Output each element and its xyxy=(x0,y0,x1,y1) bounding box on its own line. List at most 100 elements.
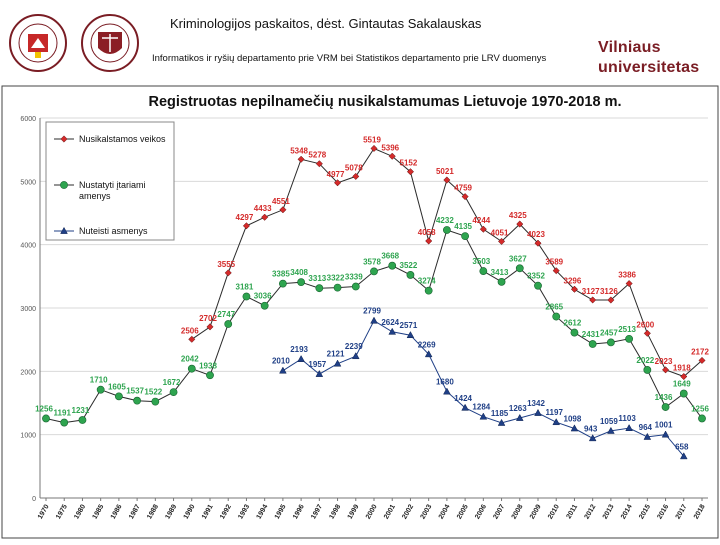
legend-label: Nusikalstamos veikos xyxy=(79,134,166,144)
data-label: 2121 xyxy=(327,350,345,359)
data-point xyxy=(206,371,214,380)
data-point xyxy=(515,413,524,421)
data-label: 2023 xyxy=(655,357,673,366)
data-label: 1263 xyxy=(509,404,527,413)
y-tick-label: 4000 xyxy=(20,243,36,250)
data-point xyxy=(443,176,451,184)
data-label: 1680 xyxy=(436,378,454,387)
data-point xyxy=(643,432,652,440)
y-tick-label: 1000 xyxy=(20,433,36,440)
data-point xyxy=(515,264,524,273)
data-point xyxy=(607,296,615,304)
slide-header: Kriminologijos paskaitos, dėst. Gintauta… xyxy=(0,0,720,84)
data-label: 4759 xyxy=(454,184,472,193)
data-point xyxy=(570,424,579,432)
data-label: 2865 xyxy=(545,303,563,312)
data-label: 1001 xyxy=(655,421,673,430)
data-point xyxy=(589,296,597,304)
data-point xyxy=(133,396,142,405)
data-label: 1710 xyxy=(90,376,108,385)
data-label: 2702 xyxy=(199,314,217,323)
data-label: 1342 xyxy=(527,399,545,408)
data-point xyxy=(498,237,506,245)
y-tick-label: 6000 xyxy=(20,116,36,123)
data-label: 3413 xyxy=(491,268,509,277)
data-label: 5278 xyxy=(308,151,326,160)
data-point xyxy=(588,434,597,442)
data-label: 2571 xyxy=(400,321,418,330)
chart-title: Registruotas nepilnamečių nusikalstamuma… xyxy=(148,94,621,110)
data-label: 658 xyxy=(675,442,689,451)
data-point xyxy=(643,366,652,374)
data-label: 1424 xyxy=(454,394,472,403)
data-point xyxy=(552,312,561,321)
data-point xyxy=(698,414,706,423)
data-point xyxy=(333,359,342,367)
data-point xyxy=(42,414,50,423)
data-point xyxy=(169,388,178,397)
data-label: 2239 xyxy=(345,342,363,351)
data-point xyxy=(461,193,469,201)
legend-marker xyxy=(60,135,68,143)
data-point xyxy=(279,366,287,374)
data-point xyxy=(661,403,670,411)
data-point xyxy=(461,403,469,411)
data-point xyxy=(461,232,470,241)
data-label: 4232 xyxy=(436,216,454,225)
y-tick-label: 2000 xyxy=(20,369,36,376)
data-point xyxy=(242,292,251,301)
data-point xyxy=(497,418,506,426)
data-point xyxy=(680,372,688,381)
data-label: 1103 xyxy=(618,414,636,423)
data-point xyxy=(497,277,506,286)
data-label: 1918 xyxy=(673,364,691,373)
data-label: 2042 xyxy=(181,355,199,364)
data-point xyxy=(278,279,287,288)
data-point xyxy=(552,418,561,426)
crime-line-chart: Registruotas nepilnamečių nusikalstamuma… xyxy=(1,85,719,539)
data-point xyxy=(114,392,123,401)
data-point xyxy=(443,387,451,395)
legend-label-cont: amenys xyxy=(79,191,111,201)
data-point xyxy=(406,271,415,279)
data-point xyxy=(297,155,305,163)
data-point xyxy=(643,329,651,337)
data-point xyxy=(479,225,487,233)
data-label: 3127 xyxy=(582,287,600,296)
data-label: 1522 xyxy=(144,388,162,397)
data-point xyxy=(388,152,396,160)
data-point xyxy=(260,301,269,310)
data-point xyxy=(242,222,250,230)
chart-container: Registruotas nepilnamečių nusikalstamuma… xyxy=(0,84,720,540)
data-label: 5348 xyxy=(290,146,308,155)
data-point xyxy=(370,144,378,153)
y-tick-label: 5000 xyxy=(20,179,36,186)
data-point xyxy=(625,334,634,343)
data-label: 1957 xyxy=(308,360,326,369)
data-label: 1197 xyxy=(546,408,564,417)
data-point xyxy=(625,424,633,431)
data-label: 1672 xyxy=(163,378,181,387)
data-point xyxy=(334,179,342,187)
data-point xyxy=(96,385,105,394)
data-point xyxy=(352,172,360,180)
data-label: 1191 xyxy=(54,409,72,418)
data-label: 2513 xyxy=(618,325,636,334)
data-label: 2172 xyxy=(691,347,709,356)
data-point xyxy=(534,408,542,416)
data-label: 4325 xyxy=(509,211,527,220)
data-label: 3036 xyxy=(254,292,272,301)
data-label: 2431 xyxy=(582,330,600,339)
data-point xyxy=(424,350,433,358)
data-point xyxy=(534,281,542,290)
data-point xyxy=(516,220,524,228)
data-label: 3296 xyxy=(564,276,582,285)
legend-marker xyxy=(60,181,68,189)
data-label: 3339 xyxy=(345,273,363,282)
data-label: 1605 xyxy=(108,382,126,391)
data-label: 1649 xyxy=(673,380,691,389)
data-label: 2612 xyxy=(564,319,582,328)
data-point xyxy=(315,160,323,168)
data-label: 3668 xyxy=(381,252,399,261)
data-point xyxy=(442,226,451,234)
